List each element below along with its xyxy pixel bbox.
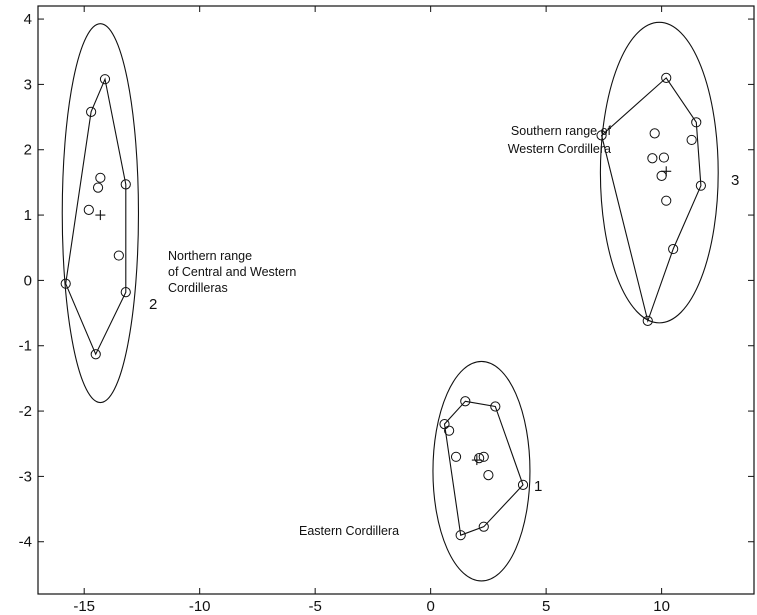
data-point — [444, 425, 455, 436]
x-tick-label: 0 — [426, 598, 434, 615]
data-point — [517, 479, 529, 490]
y-tick-label: -3 — [19, 468, 32, 485]
data-point — [642, 315, 653, 327]
cluster-number-label: 1 — [534, 478, 542, 495]
x-tick-label: -10 — [189, 598, 211, 615]
x-tick-label: 10 — [653, 598, 670, 615]
x-tick-label: -5 — [308, 598, 321, 615]
data-point — [691, 117, 702, 128]
cluster-annotation: of Central and Western — [168, 265, 296, 279]
y-tick-label: 2 — [24, 142, 32, 159]
data-point — [478, 521, 489, 532]
data-point — [649, 128, 660, 139]
data-point — [83, 204, 94, 215]
cluster-annotation: Southern range of — [511, 124, 612, 138]
data-point — [490, 401, 501, 412]
cluster-hull — [65, 77, 127, 356]
y-tick-label: 0 — [24, 272, 32, 289]
data-point — [686, 134, 697, 146]
data-point — [95, 172, 106, 183]
data-point — [658, 152, 670, 163]
data-point — [120, 179, 131, 190]
cluster-number-label: 2 — [149, 296, 157, 313]
cluster-number-label: 3 — [731, 172, 739, 189]
data-point — [661, 72, 672, 83]
data-point — [120, 287, 131, 298]
data-point — [92, 182, 104, 193]
y-tick-label: -2 — [19, 403, 32, 420]
data-point — [99, 74, 111, 85]
data-point — [90, 349, 101, 360]
y-tick-label: 1 — [24, 207, 32, 224]
cluster-ellipse — [599, 21, 719, 324]
data-point — [661, 195, 672, 206]
data-point — [483, 469, 494, 481]
cluster-ellipse — [432, 360, 531, 582]
data-point — [596, 130, 607, 141]
cluster-3: 3 Southern range of Western Cordillera — [508, 21, 739, 327]
data-point — [656, 170, 667, 181]
x-tick-label: 5 — [542, 598, 550, 615]
axes-frame — [37, 5, 755, 595]
y-tick-label: -1 — [19, 338, 32, 355]
data-point — [478, 451, 489, 462]
cluster-ellipse — [61, 23, 140, 404]
x-tick-label: -15 — [73, 598, 95, 615]
data-point — [60, 278, 71, 289]
cluster-annotation: Cordilleras — [168, 281, 228, 295]
data-point — [86, 106, 97, 117]
y-tick-label: 3 — [24, 76, 32, 93]
cluster-annotation: Western Cordillera — [508, 142, 611, 156]
y-tick-label: -4 — [19, 534, 32, 551]
cluster-2: 2 Northern range of Central and Western Cor… — [60, 23, 296, 404]
data-point — [668, 243, 679, 255]
data-point — [695, 180, 706, 191]
cluster-1: 1 Eastern Cordillera — [299, 360, 542, 582]
data-point — [455, 530, 466, 541]
data-point — [450, 451, 462, 462]
cluster-hull — [443, 400, 524, 536]
plot-area: 2 Northern range of Central and Western Cor… — [60, 21, 739, 582]
data-point — [647, 153, 658, 164]
cluster-hull — [600, 77, 702, 323]
cluster-annotation: Northern range — [168, 249, 252, 263]
data-point — [474, 453, 485, 464]
cluster-annotation: Eastern Cordillera — [299, 524, 399, 538]
data-point — [113, 250, 124, 261]
y-tick-label: 4 — [24, 11, 32, 28]
data-point — [460, 396, 471, 407]
